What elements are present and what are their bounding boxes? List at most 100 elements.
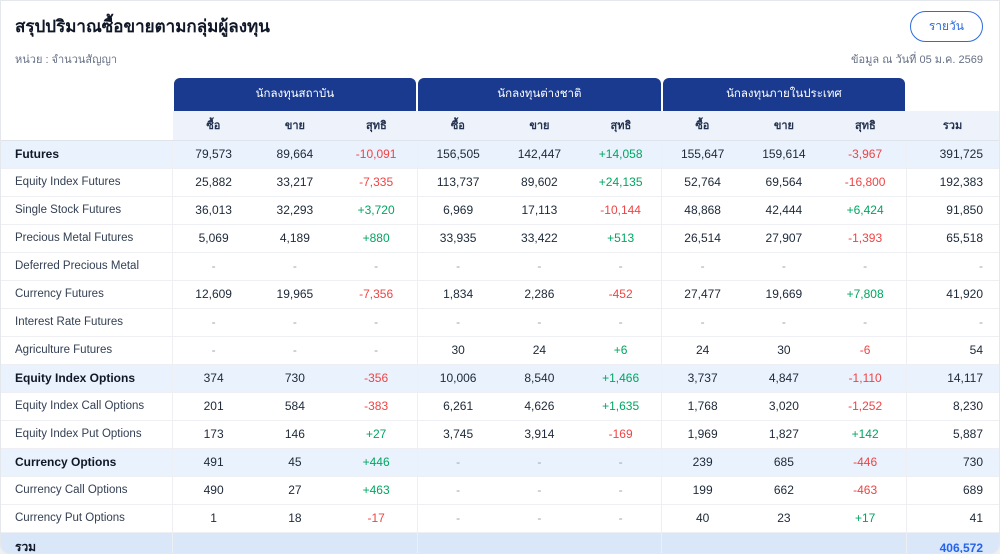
value-cell: 10,006 <box>416 364 499 393</box>
value-cell: 142,447 <box>498 140 581 169</box>
value-cell: 36,013 <box>172 196 255 225</box>
top-bar: สรุปปริมาณซื้อขายตามกลุ่มผู้ลงทุน รายวัน <box>1 1 999 42</box>
value-cell: 1,969 <box>661 420 744 449</box>
value-cell: - <box>580 252 662 281</box>
row-total: - <box>905 308 999 337</box>
value-cell: 19,965 <box>254 280 336 309</box>
table-row: Currency Call Options 490 27 +463- - -199 662-… <box>1 476 999 505</box>
row-label: Currency Options <box>1 448 173 477</box>
group-header-foreign: นักลงทุนต่างชาติ <box>418 78 661 111</box>
value-cell: 4,189 <box>254 224 336 253</box>
value-cell: 24 <box>498 336 581 365</box>
value-cell: 155,647 <box>661 140 744 169</box>
value-cell: - <box>743 308 825 337</box>
sub-header-total: รวม <box>906 111 999 141</box>
value-cell: - <box>416 308 499 337</box>
value-cell: 199 <box>661 476 744 505</box>
value-cell: +14,058 <box>580 140 662 169</box>
value-cell: - <box>498 448 581 477</box>
value-cell: 6,969 <box>416 196 499 225</box>
value-cell: - <box>335 252 418 281</box>
row-total: 54 <box>905 336 999 365</box>
table-row: Equity Index Futures 25,882 33,217 -7,335 11… <box>1 168 999 197</box>
value-cell: -7,356 <box>335 280 418 309</box>
value-cell: +6,424 <box>824 196 907 225</box>
sub-header-buy: ซื้อ <box>172 111 255 141</box>
table-row: Interest Rate Futures - - - - - - - - - - <box>1 308 999 337</box>
table-row: Equity Index Options 374 730 -356 10,006 8,54… <box>1 364 999 393</box>
footer-empty-cell <box>416 532 499 553</box>
value-cell: +24,135 <box>580 168 662 197</box>
value-cell: 584 <box>254 392 336 421</box>
table-row: Currency Futures 12,609 19,965 -7,356 1,834 2… <box>1 280 999 309</box>
value-cell: - <box>580 448 662 477</box>
value-cell: 12,609 <box>172 280 255 309</box>
row-label: Currency Put Options <box>1 504 173 533</box>
value-cell: - <box>580 504 662 533</box>
value-cell: 27,477 <box>661 280 744 309</box>
sub-header-buy: ซื้อ <box>661 111 744 141</box>
row-label: Equity Index Call Options <box>1 392 173 421</box>
value-cell: - <box>661 252 744 281</box>
footer-empty-cell <box>254 532 336 553</box>
corner-cell <box>1 78 173 111</box>
value-cell: 730 <box>254 364 336 393</box>
meta-row: หน่วย : จำนวนสัญญา ข้อมูล ณ วันที่ 05 ม.… <box>1 42 999 68</box>
sub-header-sell: ขาย <box>498 111 581 141</box>
value-cell: 27,907 <box>743 224 825 253</box>
value-cell: - <box>254 252 336 281</box>
value-cell: -463 <box>824 476 907 505</box>
summary-table: นักลงทุนสถาบัน นักลงทุนต่างชาติ นักลงทุน… <box>1 78 999 553</box>
row-total: 730 <box>905 448 999 477</box>
value-cell: 24 <box>661 336 744 365</box>
value-cell: - <box>824 252 907 281</box>
row-total: 689 <box>905 476 999 505</box>
value-cell: -7,335 <box>335 168 418 197</box>
value-cell: 1,827 <box>743 420 825 449</box>
row-label: Equity Index Options <box>1 364 173 393</box>
row-label: Single Stock Futures <box>1 196 173 225</box>
group-header-institution: นักลงทุนสถาบัน <box>173 78 417 111</box>
group-header-domestic: นักลงทุนภายในประเทศ <box>662 78 906 111</box>
row-total: 91,850 <box>905 196 999 225</box>
value-cell: 30 <box>743 336 825 365</box>
value-cell: 374 <box>172 364 255 393</box>
value-cell: - <box>416 448 499 477</box>
unit-label: หน่วย : จำนวนสัญญา <box>15 54 118 66</box>
value-cell: -1,393 <box>824 224 907 253</box>
row-total: 65,518 <box>905 224 999 253</box>
value-cell: 19,669 <box>743 280 825 309</box>
value-cell: 5,069 <box>172 224 255 253</box>
value-cell: 45 <box>254 448 336 477</box>
value-cell: 156,505 <box>416 140 499 169</box>
daily-button[interactable]: รายวัน <box>909 11 983 42</box>
value-cell: 89,664 <box>254 140 336 169</box>
value-cell: 1 <box>172 504 255 533</box>
value-cell: 23 <box>743 504 825 533</box>
value-cell: 27 <box>254 476 336 505</box>
row-label: Currency Call Options <box>1 476 173 505</box>
value-cell: 8,540 <box>498 364 581 393</box>
row-label: Currency Futures <box>1 280 173 309</box>
value-cell: +880 <box>335 224 418 253</box>
value-cell: -446 <box>824 448 907 477</box>
value-cell: - <box>172 252 255 281</box>
value-cell: - <box>254 336 336 365</box>
table-row: Deferred Precious Metal - - - - - - - - - - <box>1 252 999 281</box>
footer-empty-cell <box>824 532 907 553</box>
row-total: 5,887 <box>905 420 999 449</box>
value-cell: 4,847 <box>743 364 825 393</box>
row-total: 391,725 <box>905 140 999 169</box>
value-cell: 662 <box>743 476 825 505</box>
value-cell: 3,737 <box>661 364 744 393</box>
value-cell: 490 <box>172 476 255 505</box>
value-cell: +1,635 <box>580 392 662 421</box>
value-cell: 33,935 <box>416 224 499 253</box>
value-cell: 26,514 <box>661 224 744 253</box>
value-cell: - <box>416 504 499 533</box>
value-cell: - <box>172 336 255 365</box>
value-cell: +513 <box>580 224 662 253</box>
value-cell: 52,764 <box>661 168 744 197</box>
value-cell: 25,882 <box>172 168 255 197</box>
